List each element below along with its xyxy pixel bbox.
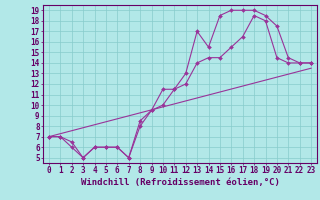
X-axis label: Windchill (Refroidissement éolien,°C): Windchill (Refroidissement éolien,°C) (81, 178, 279, 187)
